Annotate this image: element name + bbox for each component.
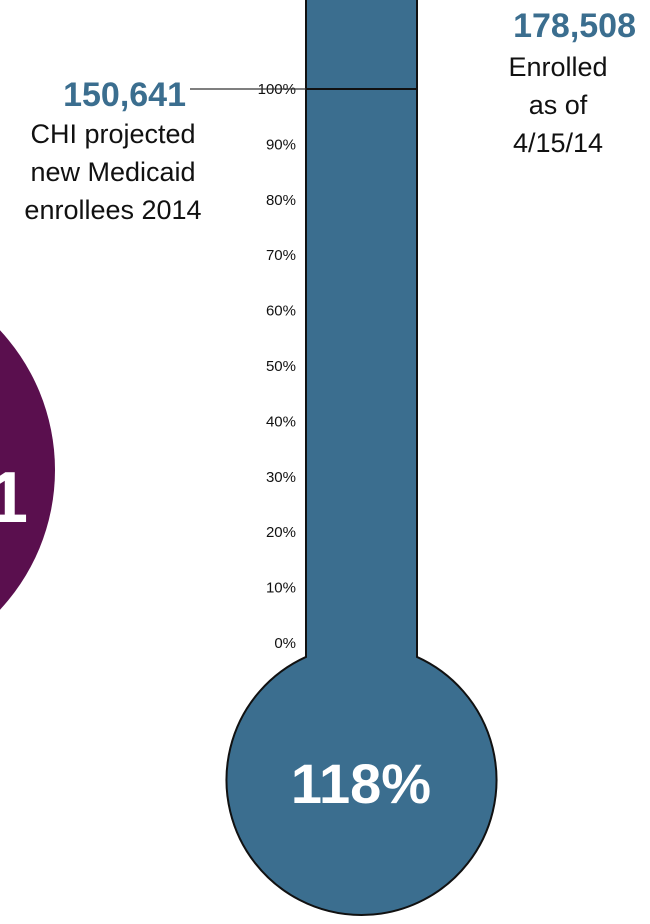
- enrolled-caption-line: 4/15/14: [513, 128, 603, 158]
- percent-label: 118%: [291, 752, 431, 815]
- y-tick-label: 50%: [266, 358, 296, 375]
- thermometer: [225, 0, 498, 916]
- projected-caption-line: enrollees 2014: [24, 195, 201, 225]
- y-axis-ticks: 0%10%20%30%40%50%60%70%80%90%100%: [258, 81, 296, 652]
- projected-caption-line: new Medicaid: [30, 157, 195, 187]
- y-tick-label: 40%: [266, 413, 296, 430]
- y-tick-label: 70%: [266, 247, 296, 264]
- enrolled-caption-line: as of: [529, 90, 588, 120]
- y-tick-label: 20%: [266, 524, 296, 541]
- y-tick-label: 90%: [266, 136, 296, 153]
- thermometer-fill: [225, 0, 498, 916]
- y-tick-label: 60%: [266, 303, 296, 320]
- projected-value: 150,641: [63, 76, 186, 114]
- enrolled-value: 178,508: [513, 7, 636, 45]
- y-tick-label: 0%: [274, 635, 296, 652]
- side-circle: [0, 330, 55, 610]
- y-tick-label: 80%: [266, 192, 296, 209]
- projected-caption: CHI projected new Medicaid enrollees 2014: [24, 119, 201, 225]
- y-tick-label: 10%: [266, 580, 296, 597]
- side-circle-number: 1: [0, 458, 28, 538]
- enrolled-caption: Enrolled as of 4/15/14: [508, 52, 607, 158]
- y-tick-label: 30%: [266, 469, 296, 486]
- enrolled-caption-line: Enrolled: [508, 52, 607, 82]
- projected-caption-line: CHI projected: [30, 119, 195, 149]
